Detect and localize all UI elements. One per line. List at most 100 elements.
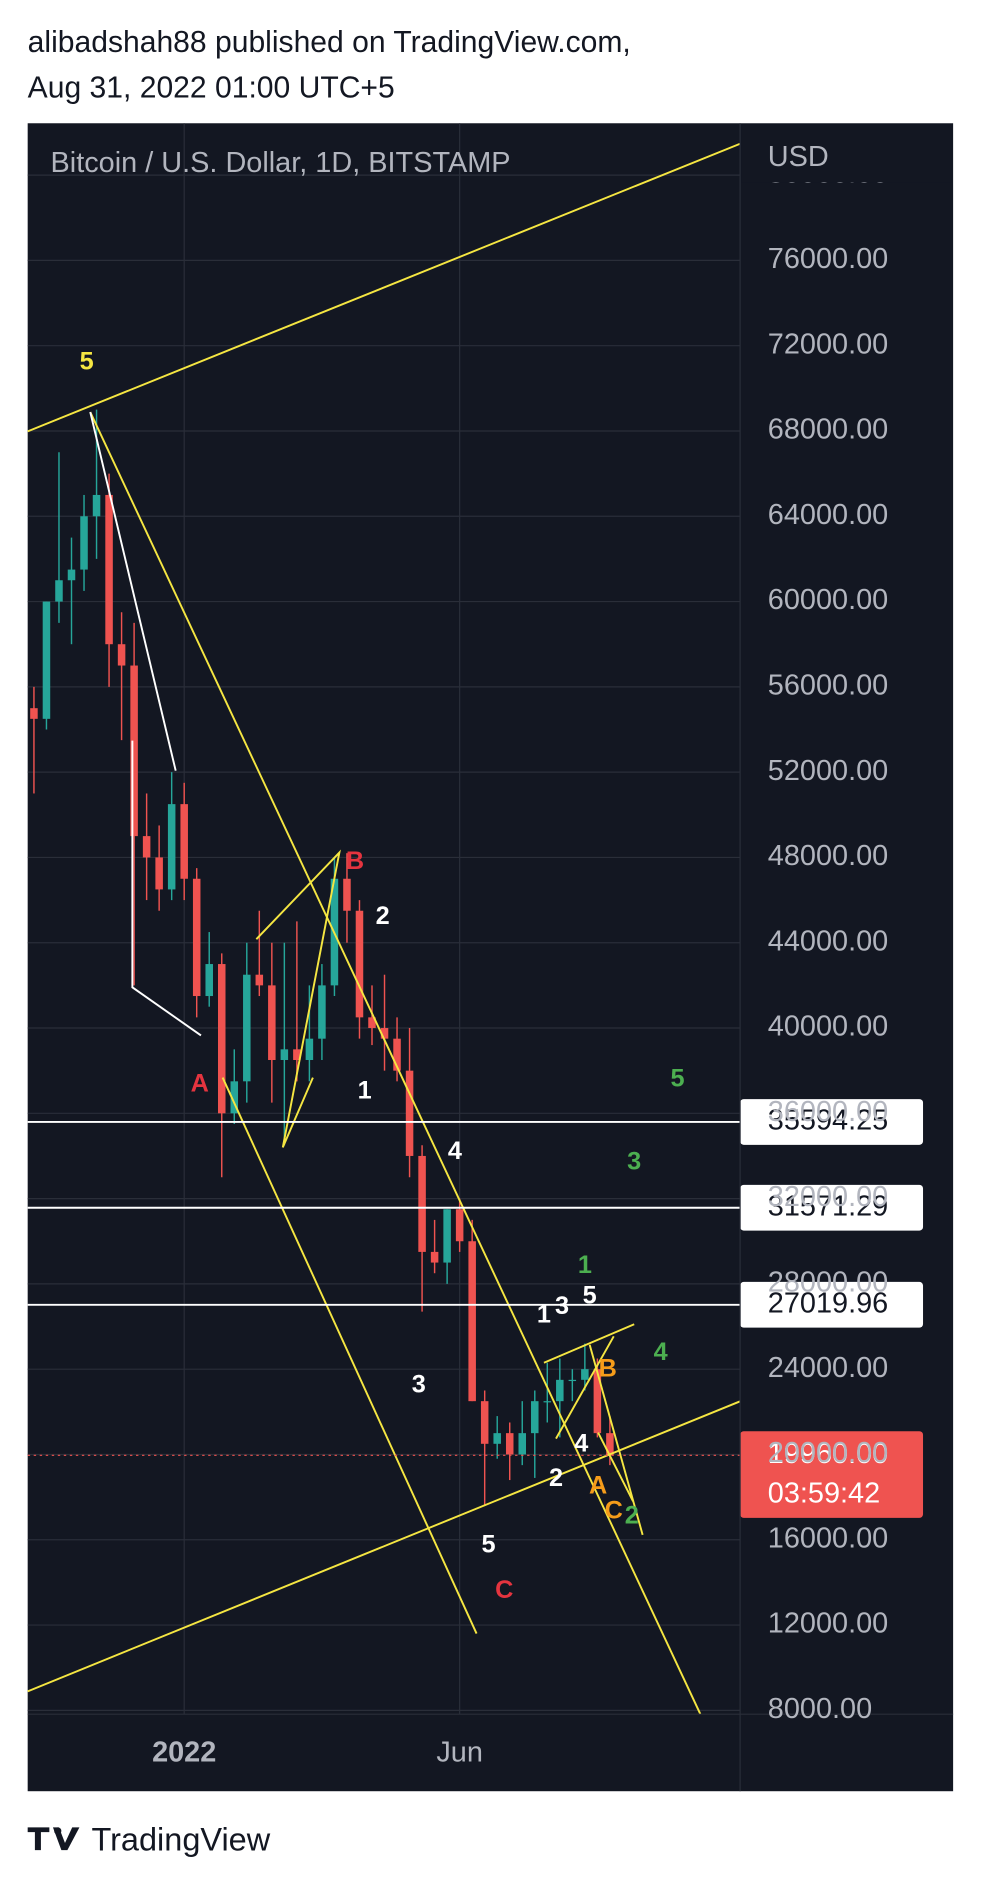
candle-body <box>606 1433 614 1456</box>
levels: 35594.25 31571.29 27019.96 19960.00 03:59:42 <box>27 1099 924 1518</box>
candle-body <box>518 1433 527 1455</box>
wave-label: 5 <box>482 1530 496 1558</box>
trend-line <box>27 1400 741 1693</box>
wave-line <box>89 411 177 771</box>
wave-label: A <box>191 1069 209 1097</box>
wave-label: 4 <box>574 1429 588 1457</box>
candle-body <box>167 804 176 890</box>
level-label: 35594.25 <box>768 1105 888 1137</box>
candle-body <box>380 1028 389 1039</box>
candle-body <box>142 836 151 858</box>
candle-body <box>80 516 88 570</box>
candle-body <box>531 1401 539 1434</box>
trend-line <box>221 1077 478 1634</box>
last-price-label: 19960.00 <box>768 1438 888 1470</box>
y-tick-label: 60000.00 <box>768 584 888 616</box>
price-axis <box>741 123 953 1714</box>
y-tick-label: 44000.00 <box>768 925 888 957</box>
y-tick-label: 20000.00 <box>768 1437 888 1469</box>
wave-label: 3 <box>555 1292 569 1320</box>
level-box <box>740 1099 924 1145</box>
candle-body <box>318 985 326 1039</box>
candle-body <box>255 974 264 986</box>
candle-body <box>480 1401 489 1444</box>
grid <box>27 123 741 1715</box>
candle-body <box>593 1369 602 1434</box>
date-line: Aug 31, 2022 01:00 UTC+5 <box>28 72 395 105</box>
y-tick-label: 76000.00 <box>768 243 888 275</box>
logo <box>27 1827 80 1851</box>
logo-dot <box>54 1827 62 1835</box>
y-tick-label: 52000.00 <box>768 755 888 787</box>
candle-body <box>355 910 364 1018</box>
author-line: alibadshah88 published on TradingView.co… <box>28 26 631 59</box>
level-label: 27019.96 <box>768 1287 888 1319</box>
candle-body <box>568 1379 577 1382</box>
candle-body <box>293 1049 301 1061</box>
wave-label: A <box>589 1471 607 1499</box>
candle-body <box>130 665 138 837</box>
axis-head <box>741 124 952 183</box>
logo-mark <box>27 1827 80 1851</box>
wave-label: 5 <box>583 1281 597 1309</box>
y-tick-label: 32000.00 <box>768 1181 888 1213</box>
wave-line <box>131 740 202 1037</box>
last-price-box <box>740 1431 924 1518</box>
candle-body <box>280 1049 289 1061</box>
candle-body <box>543 1401 552 1403</box>
candle-body <box>556 1379 564 1402</box>
wave-label: 5 <box>80 347 94 375</box>
wave-label: 2 <box>376 902 390 930</box>
candle-body <box>418 1155 426 1252</box>
wave-label: B <box>599 1355 617 1383</box>
wave-label: 3 <box>627 1148 641 1176</box>
y-tick-label: 56000.00 <box>768 669 888 701</box>
wave-line <box>555 1335 615 1440</box>
brand: TradingView <box>91 1821 270 1857</box>
candle-body <box>430 1251 439 1263</box>
x-tick-label: Jun <box>436 1737 483 1769</box>
candle-body <box>42 601 51 719</box>
candle-body <box>92 494 101 517</box>
wave-line <box>255 849 341 1148</box>
level-box <box>740 1184 924 1231</box>
candle-body <box>368 1017 376 1029</box>
wave-line <box>588 1344 644 1536</box>
y-tick-label: 24000.00 <box>768 1352 888 1384</box>
y-tick-label: 16000.00 <box>768 1522 888 1554</box>
candle-body <box>230 1081 239 1114</box>
level-box <box>740 1281 924 1328</box>
y-tick-label: 68000.00 <box>768 414 888 446</box>
candle-body <box>505 1433 514 1455</box>
y-tick-label: 64000.00 <box>768 499 888 531</box>
wave-label: C <box>495 1576 513 1604</box>
x-tick-label: 2022 <box>152 1737 216 1769</box>
candle-body <box>117 644 126 666</box>
wave-line <box>597 1432 634 1502</box>
candle-body <box>217 964 226 1114</box>
drawings <box>27 142 741 1715</box>
candle-body <box>180 804 188 879</box>
candle-body <box>343 878 351 911</box>
y-tick-label: 48000.00 <box>768 840 888 872</box>
y-tick-label: 40000.00 <box>768 1011 888 1043</box>
y-tick-label: 72000.00 <box>768 328 888 360</box>
wave-label: 3 <box>412 1370 426 1398</box>
wave-labels: 5 B 2 A 1 4 3 5 C 1 3 5 B 4 2 A C 2 5 3 … <box>80 347 685 1604</box>
wave-line <box>543 1323 635 1364</box>
level-label: 31571.29 <box>768 1190 888 1222</box>
y-tick-label: 28000.00 <box>768 1267 888 1299</box>
countdown: 03:59:42 <box>768 1478 880 1510</box>
candle-body <box>268 985 276 1061</box>
candle-body <box>405 1070 414 1156</box>
candle-body <box>393 1038 401 1071</box>
wave-label: 1 <box>537 1301 551 1329</box>
chart-title: Bitcoin / U.S. Dollar, 1D, BITSTAMP <box>51 147 511 179</box>
candle-body <box>67 569 76 581</box>
trend-line <box>89 411 702 1715</box>
candle-body <box>468 1241 476 1402</box>
candle-body <box>455 1209 464 1242</box>
wave-label: 2 <box>625 1502 639 1530</box>
candle-body <box>581 1369 589 1380</box>
candle-body <box>30 708 38 719</box>
